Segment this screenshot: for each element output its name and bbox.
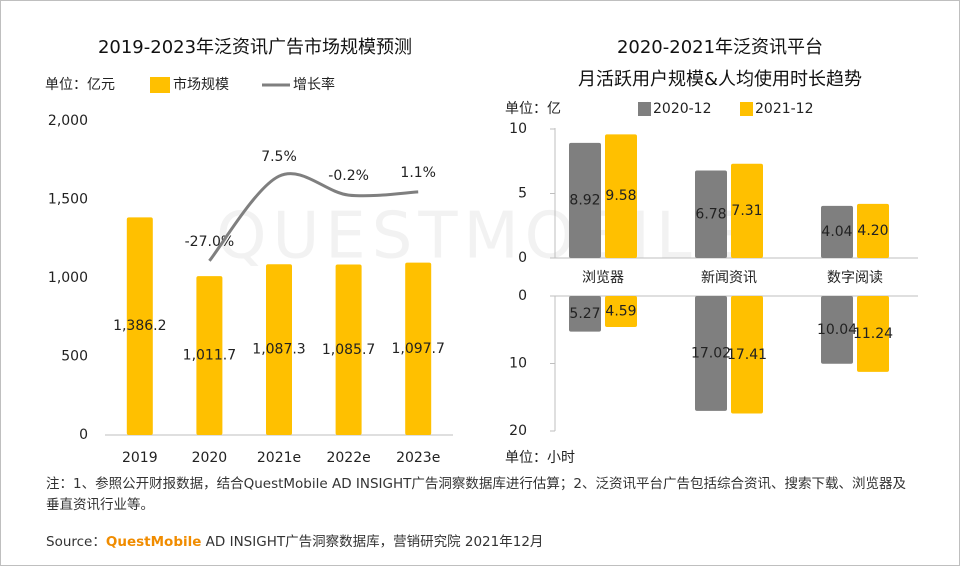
x-tick-label: 浏览器 [582, 270, 624, 286]
data-label: -0.2% [328, 168, 369, 184]
bar [405, 262, 432, 435]
bar [569, 142, 601, 258]
bar [266, 264, 292, 435]
data-label: 7.5% [261, 149, 297, 165]
y-tick-label: 2,000 [48, 113, 88, 129]
x-tick-label: 2019 [122, 450, 158, 466]
data-label: 17.41 [727, 347, 767, 363]
legend-label: 市场规模 [173, 76, 229, 93]
unit-label: 单位：亿元 [45, 77, 115, 93]
data-label: 5.27 [569, 306, 600, 322]
bar [569, 296, 601, 332]
source-brand: QuestMobile [105, 534, 202, 550]
source-text: AD INSIGHT广告洞察数据库，营销研究院 2021年12月 [201, 534, 544, 550]
data-label: 1,011.7 [183, 348, 236, 364]
data-label: 4.04 [821, 224, 852, 240]
x-tick-label: 新闻资讯 [701, 270, 757, 286]
legend-label: 2021-12 [755, 101, 814, 117]
data-label: 9.58 [605, 188, 636, 204]
data-label: 8.92 [569, 192, 600, 208]
bar [335, 264, 362, 435]
bar [857, 203, 889, 258]
y-tick-label: 500 [61, 349, 88, 365]
y-tick-label: 0 [518, 250, 527, 266]
growth-line [208, 172, 419, 262]
notes: 注：1、参照公开财报数据，结合QuestMobile AD INSIGHT广告洞… [46, 476, 906, 513]
y-tick-label: 0 [79, 427, 88, 443]
data-label: 1.1% [400, 165, 436, 181]
bar [857, 296, 889, 372]
data-label: 1,386.2 [113, 318, 166, 334]
bar [605, 296, 637, 327]
data-label: 4.20 [857, 223, 888, 239]
data-label: 11.24 [853, 326, 893, 342]
unit-label: 单位：小时 [505, 450, 575, 466]
y-tick-label: 10 [509, 356, 527, 372]
x-tick-label: 2022e [326, 450, 370, 466]
bar [695, 296, 727, 411]
x-tick-label: 2021e [257, 450, 301, 466]
y-tick-label: 20 [509, 423, 527, 439]
source: Source：QuestMobile AD INSIGHT广告洞察数据库，营销研… [46, 530, 543, 550]
y-tick-label: 5 [518, 186, 527, 202]
data-label: 17.02 [691, 345, 731, 361]
bar [731, 296, 763, 414]
data-label: 10.04 [817, 322, 857, 338]
x-tick-label: 2023e [396, 450, 440, 466]
data-label: 1,085.7 [322, 342, 375, 358]
bar [821, 296, 853, 364]
legend-swatch [638, 102, 651, 116]
legend-swatch [740, 102, 753, 116]
data-label: 4.59 [605, 303, 636, 319]
chart-subtitle: 月活跃用户规模&人均使用时长趋势 [578, 69, 862, 90]
bar [731, 163, 763, 258]
data-label: 7.31 [731, 203, 762, 219]
bar [695, 170, 727, 258]
y-tick-label: 1,000 [48, 270, 88, 286]
unit-label: 单位：亿 [505, 101, 561, 117]
y-tick-label: 1,500 [48, 192, 88, 208]
data-label: 1,087.3 [252, 342, 305, 358]
data-label: 1,097.7 [391, 341, 444, 357]
bar [196, 276, 223, 435]
x-tick-label: 数字阅读 [827, 269, 883, 286]
chart-title: 2020-2021年泛资讯平台 [617, 37, 823, 58]
bar [126, 217, 153, 435]
y-tick-label: 0 [518, 288, 527, 304]
data-label: 6.78 [695, 206, 726, 222]
bar [605, 134, 637, 258]
watermark: QUESTMOBILE [216, 200, 744, 274]
legend-label: 增长率 [293, 76, 335, 93]
y-tick-label: 10 [509, 121, 527, 137]
x-tick-label: 2020 [192, 450, 228, 466]
chart-title: 2019-2023年泛资讯广告市场规模预测 [98, 37, 412, 58]
legend-label: 2020-12 [653, 101, 712, 117]
legend-swatch [150, 77, 170, 93]
source-label: Source： [46, 534, 106, 550]
bar [821, 205, 853, 258]
